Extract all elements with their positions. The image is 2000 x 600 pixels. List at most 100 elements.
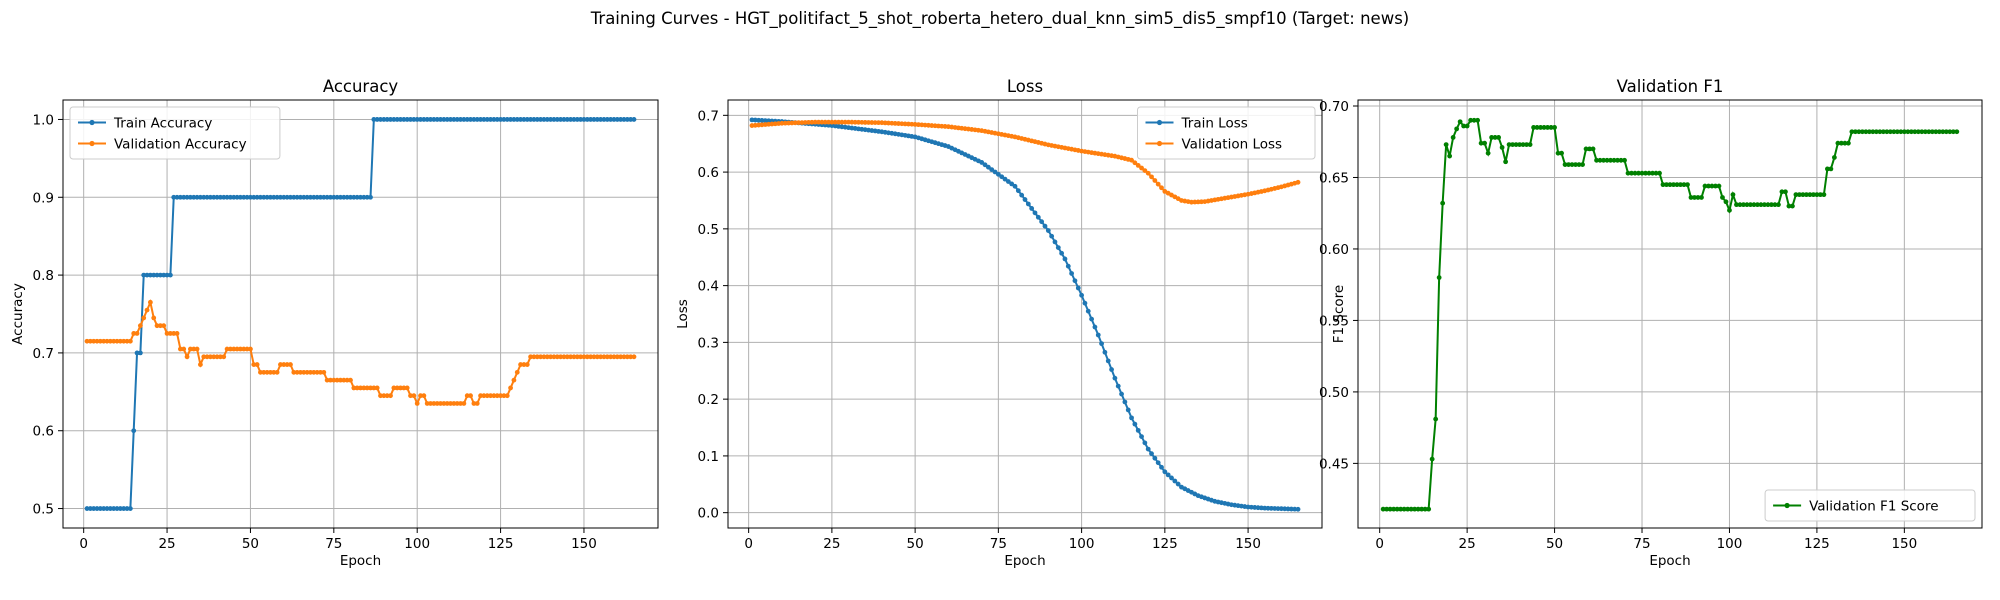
validation-f1-score-point: [1639, 170, 1645, 176]
validation-loss-point: [872, 120, 878, 125]
validation-accuracy-point: [568, 354, 574, 360]
validation-accuracy-point: [474, 401, 480, 406]
train-accuracy-point: [278, 194, 283, 200]
legend-box: [1137, 106, 1316, 160]
train-accuracy-point: [228, 194, 233, 200]
train-accuracy-point: [551, 117, 557, 122]
validation-f1-score-point: [1468, 117, 1474, 123]
train-accuracy-point: [208, 194, 213, 200]
train-accuracy-point: [201, 194, 207, 200]
train-loss-point: [1172, 478, 1178, 484]
validation-f1-score-point: [1496, 135, 1502, 140]
train-accuracy-point: [528, 117, 533, 122]
train-accuracy-point: [381, 117, 387, 122]
x-tick-label: 75: [990, 536, 1007, 552]
validation-f1-score-point: [1758, 202, 1764, 208]
validation-f1-score-point: [1622, 157, 1627, 163]
validation-accuracy-point: [114, 338, 120, 344]
train-accuracy-point: [544, 117, 550, 122]
validation-accuracy-point: [308, 369, 313, 375]
validation-accuracy-point: [151, 315, 157, 321]
validation-loss-point: [1139, 165, 1144, 171]
validation-f1-score-point: [1783, 189, 1788, 195]
train-accuracy-point: [198, 194, 203, 200]
train-accuracy-point: [154, 272, 160, 278]
train-accuracy-point: [478, 117, 483, 122]
validation-accuracy-point: [147, 299, 153, 305]
validation-accuracy-point: [598, 354, 604, 360]
train-accuracy-point: [481, 117, 487, 122]
validation-f1-score-point: [1919, 129, 1925, 135]
validation-f1-score-point: [1440, 200, 1446, 206]
validation-f1-score-point: [1845, 140, 1851, 146]
validation-f1-score-point: [1478, 140, 1484, 146]
validation-accuracy-point: [371, 385, 377, 391]
train-accuracy-point: [348, 194, 353, 200]
train-loss-point: [1095, 332, 1101, 338]
validation-loss-point: [1295, 179, 1301, 185]
y-axis-label: Accuracy: [10, 283, 26, 345]
train-accuracy-point: [301, 194, 307, 200]
validation-accuracy-point: [501, 393, 507, 399]
validation-f1-score-point: [1884, 129, 1890, 135]
validation-f1-score-legend-marker: [1784, 502, 1790, 509]
train-accuracy-point: [434, 117, 440, 122]
train-loss-point: [992, 169, 998, 175]
train-accuracy-point: [471, 117, 477, 122]
validation-f1-score-point: [1730, 192, 1736, 198]
validation-f1-score-point: [1576, 162, 1582, 168]
validation-f1-score-point: [1891, 129, 1897, 135]
train-loss-point: [1002, 176, 1008, 182]
validation-accuracy-point: [228, 346, 233, 352]
validation-f1-score-point: [1695, 195, 1701, 200]
validation-accuracy-point: [341, 377, 347, 383]
train-loss-point: [1015, 188, 1021, 194]
validation-f1-score-point: [1786, 203, 1792, 209]
plot-area: [84, 117, 637, 511]
validation-f1-score-point: [1692, 195, 1697, 200]
validation-accuracy-point: [388, 393, 393, 399]
validation-accuracy-point: [384, 393, 390, 399]
validation-f1-score-point: [1590, 146, 1596, 152]
validation-accuracy-point: [301, 369, 307, 375]
train-accuracy-point: [214, 194, 220, 200]
validation-f1-score-point: [1419, 506, 1425, 512]
train-accuracy-point: [451, 117, 457, 122]
train-accuracy-point: [141, 272, 147, 278]
y-tick-label: 0.9: [33, 190, 54, 206]
validation-accuracy-point: [431, 401, 437, 406]
train-loss-point: [1122, 399, 1128, 405]
train-accuracy-point: [151, 272, 157, 278]
validation-f1-score-point: [1814, 192, 1820, 198]
y-axis-label: Loss: [675, 299, 691, 329]
validation-f1-score-point: [1422, 506, 1428, 512]
train-accuracy-point: [591, 117, 597, 122]
train-accuracy-point: [518, 117, 523, 122]
validation-accuracy-point: [351, 385, 357, 391]
validation-f1-score-point: [1894, 129, 1900, 135]
validation-f1-score-point: [1870, 129, 1876, 135]
x-tick-label: 50: [242, 536, 259, 552]
train-accuracy-point: [614, 117, 620, 122]
plot-area: [749, 117, 1301, 512]
train-accuracy-point: [107, 506, 113, 511]
train-accuracy-point: [578, 117, 584, 122]
y-tick-label: 0.65: [1319, 170, 1349, 186]
y-tick-label: 0.60: [1319, 242, 1349, 258]
validation-accuracy-point: [338, 377, 343, 383]
validation-f1-score-point: [1859, 129, 1865, 135]
validation-f1-score-point: [1681, 182, 1687, 188]
validation-f1-score-point: [1901, 129, 1907, 135]
x-tick-label: 0: [744, 536, 753, 552]
x-tick-label: 125: [1804, 536, 1830, 552]
validation-f1-score-point: [1762, 202, 1767, 208]
validation-accuracy-point: [224, 346, 230, 352]
validation-f1-score-point: [1650, 170, 1655, 176]
validation-accuracy-point: [414, 401, 420, 406]
validation-accuracy-point: [344, 377, 350, 383]
train-accuracy-point: [571, 117, 577, 122]
validation-accuracy-point: [198, 362, 203, 367]
validation-f1-score-point: [1513, 142, 1519, 148]
validation-f1-score-point: [1653, 170, 1659, 176]
